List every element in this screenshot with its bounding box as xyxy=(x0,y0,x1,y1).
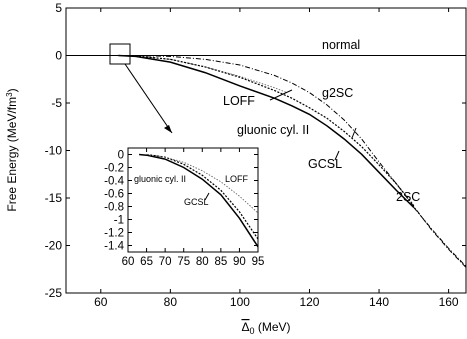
inset-y-tick-label: -0.8 xyxy=(104,202,124,214)
annotation-loff: LOFF xyxy=(223,94,255,108)
main-x-tick-label: 100 xyxy=(230,295,250,309)
inset-annotation-gcsl: GCSL xyxy=(184,197,209,207)
inset-y-tick-label: 0 xyxy=(118,150,124,162)
main-series-gluonic-cyl-ii xyxy=(135,55,415,206)
zoom-arrow xyxy=(124,63,173,134)
inset-series-loff xyxy=(146,154,259,214)
main-y-tick-label: -25 xyxy=(45,286,63,300)
inset-x-tick-label: 95 xyxy=(252,256,265,268)
arrow-gluonic xyxy=(351,127,357,139)
zoom-arrow-head xyxy=(164,125,172,133)
main-y-tick-label: -10 xyxy=(45,144,63,158)
inset-y-tick-label: -1 xyxy=(114,215,124,227)
main-y-tick-label: -15 xyxy=(45,191,63,205)
main-series-2sc xyxy=(413,207,467,267)
main-x-tick-label: 120 xyxy=(299,295,319,309)
annotation-gcsl: GCSL xyxy=(308,157,342,171)
inset-x-tick-label: 90 xyxy=(233,256,246,268)
inset-y-tick-label: -0.6 xyxy=(104,189,124,201)
inset-annotation-gluonic: gluonic cyl. II xyxy=(134,174,186,184)
main-series xyxy=(66,54,467,268)
inset-x-tick-label: 85 xyxy=(214,256,227,268)
inset-frame xyxy=(127,147,259,253)
inset-annotation-loff: LOFF xyxy=(225,174,249,184)
main-y-tick-label: -5 xyxy=(51,96,62,110)
inset-arrow-gcsl xyxy=(204,192,210,201)
annotation-2sc: 2SC xyxy=(396,190,420,204)
inset-x-tick-label: 65 xyxy=(140,256,153,268)
annotation-g2sc: g2SC xyxy=(322,86,353,100)
x-axis-label: Δ0 (MeV) xyxy=(241,320,290,336)
main-x-tick-label: 160 xyxy=(439,295,459,309)
main-x-tick-label: 80 xyxy=(164,295,178,309)
main-y-tick-label: 0 xyxy=(55,49,62,63)
annotation-gluonic-cyl-ii: gluonic cyl. II xyxy=(237,123,309,137)
main-y-tick-label: -20 xyxy=(45,239,63,253)
main-x-tick-label: 140 xyxy=(369,295,389,309)
main-x-tick-label: 60 xyxy=(94,295,108,309)
inset-series xyxy=(139,153,259,248)
inset-y-tick-label: -1.4 xyxy=(104,241,124,253)
zoom-box xyxy=(109,43,131,65)
inset-x-tick-label: 60 xyxy=(122,256,135,268)
inset-y-tick-label: -0.2 xyxy=(104,163,124,175)
main-series-loff xyxy=(118,55,288,94)
main-series-g2sc xyxy=(66,55,467,268)
main-series-gcsl xyxy=(118,54,415,209)
inset-background xyxy=(114,139,263,272)
arrow-loff xyxy=(269,89,293,101)
main-y-tick-label: 5 xyxy=(55,1,62,15)
inset-x-tick-label: 75 xyxy=(177,256,190,268)
inset-y-tick-label: -0.4 xyxy=(104,176,124,188)
inset-x-tick-label: 70 xyxy=(159,256,172,268)
inset-x-tick-label: 80 xyxy=(196,256,209,268)
inset-series-gcsl xyxy=(139,153,259,248)
arrow-gcsl xyxy=(334,150,340,161)
y-axis-label: Free Energy (MeV/fm3) xyxy=(5,88,19,211)
inset-y-tick-label: -1.2 xyxy=(104,228,124,240)
annotation-normal: normal xyxy=(322,38,360,52)
inset-ticks: 60 65 70 75 80 85 90 95 0-0.2-0.4-0.6-0.8-1-1.2-… xyxy=(104,148,264,268)
